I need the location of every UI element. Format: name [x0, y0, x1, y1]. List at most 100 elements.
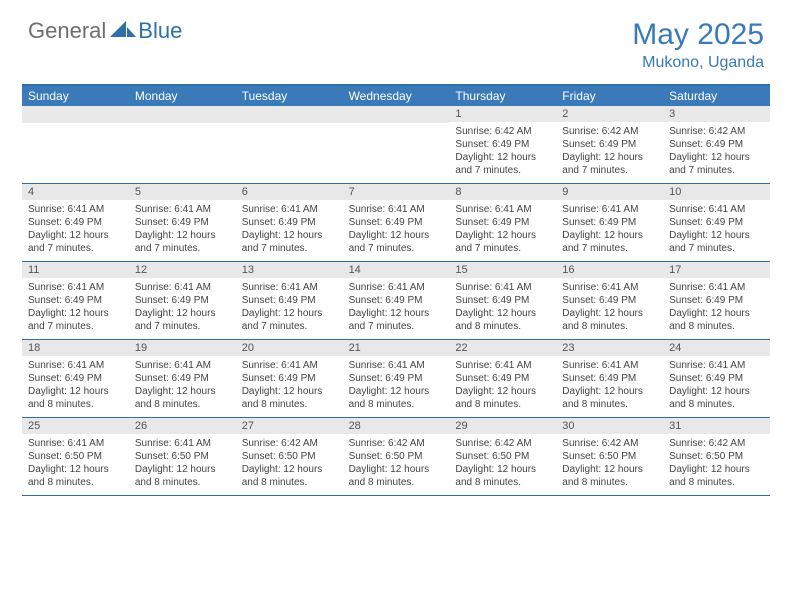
day-details: [343, 123, 450, 167]
calendar-week: 1Sunrise: 6:42 AMSunset: 6:49 PMDaylight…: [22, 106, 770, 184]
day-details: Sunrise: 6:41 AMSunset: 6:49 PMDaylight:…: [22, 278, 129, 339]
day-details: Sunrise: 6:42 AMSunset: 6:49 PMDaylight:…: [663, 122, 770, 183]
calendar-cell: 27Sunrise: 6:42 AMSunset: 6:50 PMDayligh…: [236, 418, 343, 495]
weekday-header: Saturday: [663, 86, 770, 106]
detail-line: and 8 minutes.: [562, 476, 657, 489]
calendar-cell: 14Sunrise: 6:41 AMSunset: 6:49 PMDayligh…: [343, 262, 450, 339]
detail-line: and 8 minutes.: [28, 476, 123, 489]
detail-line: Sunset: 6:50 PM: [28, 450, 123, 463]
date-number: [343, 106, 450, 123]
date-number: 18: [22, 340, 129, 356]
detail-line: and 7 minutes.: [455, 164, 550, 177]
date-number: [22, 106, 129, 123]
detail-line: Daylight: 12 hours: [242, 463, 337, 476]
calendar-cell: 13Sunrise: 6:41 AMSunset: 6:49 PMDayligh…: [236, 262, 343, 339]
detail-line: Daylight: 12 hours: [455, 307, 550, 320]
detail-line: and 8 minutes.: [669, 476, 764, 489]
date-number: 11: [22, 262, 129, 278]
detail-line: Sunset: 6:49 PM: [135, 216, 230, 229]
detail-line: Sunset: 6:50 PM: [562, 450, 657, 463]
detail-line: and 8 minutes.: [562, 398, 657, 411]
date-number: 21: [343, 340, 450, 356]
detail-line: Sunrise: 6:41 AM: [669, 281, 764, 294]
detail-line: Daylight: 12 hours: [242, 229, 337, 242]
date-number: 29: [449, 418, 556, 434]
detail-line: and 8 minutes.: [349, 398, 444, 411]
detail-line: Sunrise: 6:41 AM: [562, 281, 657, 294]
date-number: 24: [663, 340, 770, 356]
detail-line: Sunset: 6:49 PM: [562, 216, 657, 229]
date-number: 30: [556, 418, 663, 434]
detail-line: Daylight: 12 hours: [242, 307, 337, 320]
weekday-header: Friday: [556, 86, 663, 106]
calendar-cell: 24Sunrise: 6:41 AMSunset: 6:49 PMDayligh…: [663, 340, 770, 417]
detail-line: Daylight: 12 hours: [562, 151, 657, 164]
calendar: Sunday Monday Tuesday Wednesday Thursday…: [22, 84, 770, 496]
date-number: 26: [129, 418, 236, 434]
detail-line: Sunset: 6:50 PM: [135, 450, 230, 463]
detail-line: Sunrise: 6:41 AM: [562, 203, 657, 216]
detail-line: Daylight: 12 hours: [28, 307, 123, 320]
detail-line: Sunset: 6:49 PM: [669, 294, 764, 307]
day-details: Sunrise: 6:41 AMSunset: 6:49 PMDaylight:…: [236, 200, 343, 261]
day-details: Sunrise: 6:41 AMSunset: 6:49 PMDaylight:…: [663, 278, 770, 339]
date-number: 6: [236, 184, 343, 200]
date-number: 5: [129, 184, 236, 200]
calendar-cell: 21Sunrise: 6:41 AMSunset: 6:49 PMDayligh…: [343, 340, 450, 417]
calendar-cell: 18Sunrise: 6:41 AMSunset: 6:49 PMDayligh…: [22, 340, 129, 417]
calendar-cell: 7Sunrise: 6:41 AMSunset: 6:49 PMDaylight…: [343, 184, 450, 261]
date-number: 31: [663, 418, 770, 434]
detail-line: and 7 minutes.: [562, 242, 657, 255]
day-details: Sunrise: 6:42 AMSunset: 6:50 PMDaylight:…: [556, 434, 663, 495]
detail-line: Sunset: 6:49 PM: [242, 372, 337, 385]
calendar-cell: 20Sunrise: 6:41 AMSunset: 6:49 PMDayligh…: [236, 340, 343, 417]
calendar-cell: 3Sunrise: 6:42 AMSunset: 6:49 PMDaylight…: [663, 106, 770, 183]
detail-line: Sunrise: 6:42 AM: [669, 437, 764, 450]
detail-line: Daylight: 12 hours: [135, 229, 230, 242]
detail-line: Sunrise: 6:41 AM: [28, 281, 123, 294]
detail-line: Sunrise: 6:41 AM: [455, 281, 550, 294]
calendar-cell: 19Sunrise: 6:41 AMSunset: 6:49 PMDayligh…: [129, 340, 236, 417]
calendar-cell: [129, 106, 236, 183]
detail-line: and 7 minutes.: [28, 242, 123, 255]
weekday-header: Thursday: [449, 86, 556, 106]
day-details: Sunrise: 6:41 AMSunset: 6:49 PMDaylight:…: [236, 356, 343, 417]
detail-line: Sunset: 6:49 PM: [28, 216, 123, 229]
day-details: Sunrise: 6:41 AMSunset: 6:49 PMDaylight:…: [22, 356, 129, 417]
detail-line: Sunrise: 6:41 AM: [242, 203, 337, 216]
detail-line: Daylight: 12 hours: [562, 307, 657, 320]
detail-line: Daylight: 12 hours: [349, 307, 444, 320]
detail-line: Sunset: 6:49 PM: [562, 372, 657, 385]
date-number: 20: [236, 340, 343, 356]
date-number: 13: [236, 262, 343, 278]
calendar-cell: 9Sunrise: 6:41 AMSunset: 6:49 PMDaylight…: [556, 184, 663, 261]
detail-line: Sunrise: 6:41 AM: [349, 281, 444, 294]
calendar-cell: 26Sunrise: 6:41 AMSunset: 6:50 PMDayligh…: [129, 418, 236, 495]
detail-line: Daylight: 12 hours: [669, 151, 764, 164]
detail-line: Sunset: 6:49 PM: [562, 294, 657, 307]
detail-line: Sunset: 6:49 PM: [349, 372, 444, 385]
date-number: 8: [449, 184, 556, 200]
header: General Blue May 2025 Mukono, Uganda: [0, 0, 792, 78]
detail-line: Sunrise: 6:41 AM: [669, 359, 764, 372]
detail-line: Daylight: 12 hours: [669, 385, 764, 398]
detail-line: Sunrise: 6:41 AM: [669, 203, 764, 216]
date-number: 23: [556, 340, 663, 356]
detail-line: Sunset: 6:49 PM: [349, 216, 444, 229]
detail-line: Sunset: 6:49 PM: [349, 294, 444, 307]
detail-line: Sunset: 6:50 PM: [349, 450, 444, 463]
detail-line: Sunrise: 6:41 AM: [135, 281, 230, 294]
calendar-week: 25Sunrise: 6:41 AMSunset: 6:50 PMDayligh…: [22, 418, 770, 496]
calendar-cell: 12Sunrise: 6:41 AMSunset: 6:49 PMDayligh…: [129, 262, 236, 339]
day-details: Sunrise: 6:41 AMSunset: 6:49 PMDaylight:…: [556, 278, 663, 339]
day-details: Sunrise: 6:41 AMSunset: 6:50 PMDaylight:…: [129, 434, 236, 495]
calendar-cell: 10Sunrise: 6:41 AMSunset: 6:49 PMDayligh…: [663, 184, 770, 261]
detail-line: Sunset: 6:49 PM: [455, 372, 550, 385]
day-details: Sunrise: 6:42 AMSunset: 6:49 PMDaylight:…: [556, 122, 663, 183]
detail-line: Daylight: 12 hours: [242, 385, 337, 398]
detail-line: Sunset: 6:50 PM: [455, 450, 550, 463]
detail-line: and 8 minutes.: [349, 476, 444, 489]
detail-line: and 7 minutes.: [455, 242, 550, 255]
date-number: 28: [343, 418, 450, 434]
logo-text-general: General: [28, 18, 106, 44]
